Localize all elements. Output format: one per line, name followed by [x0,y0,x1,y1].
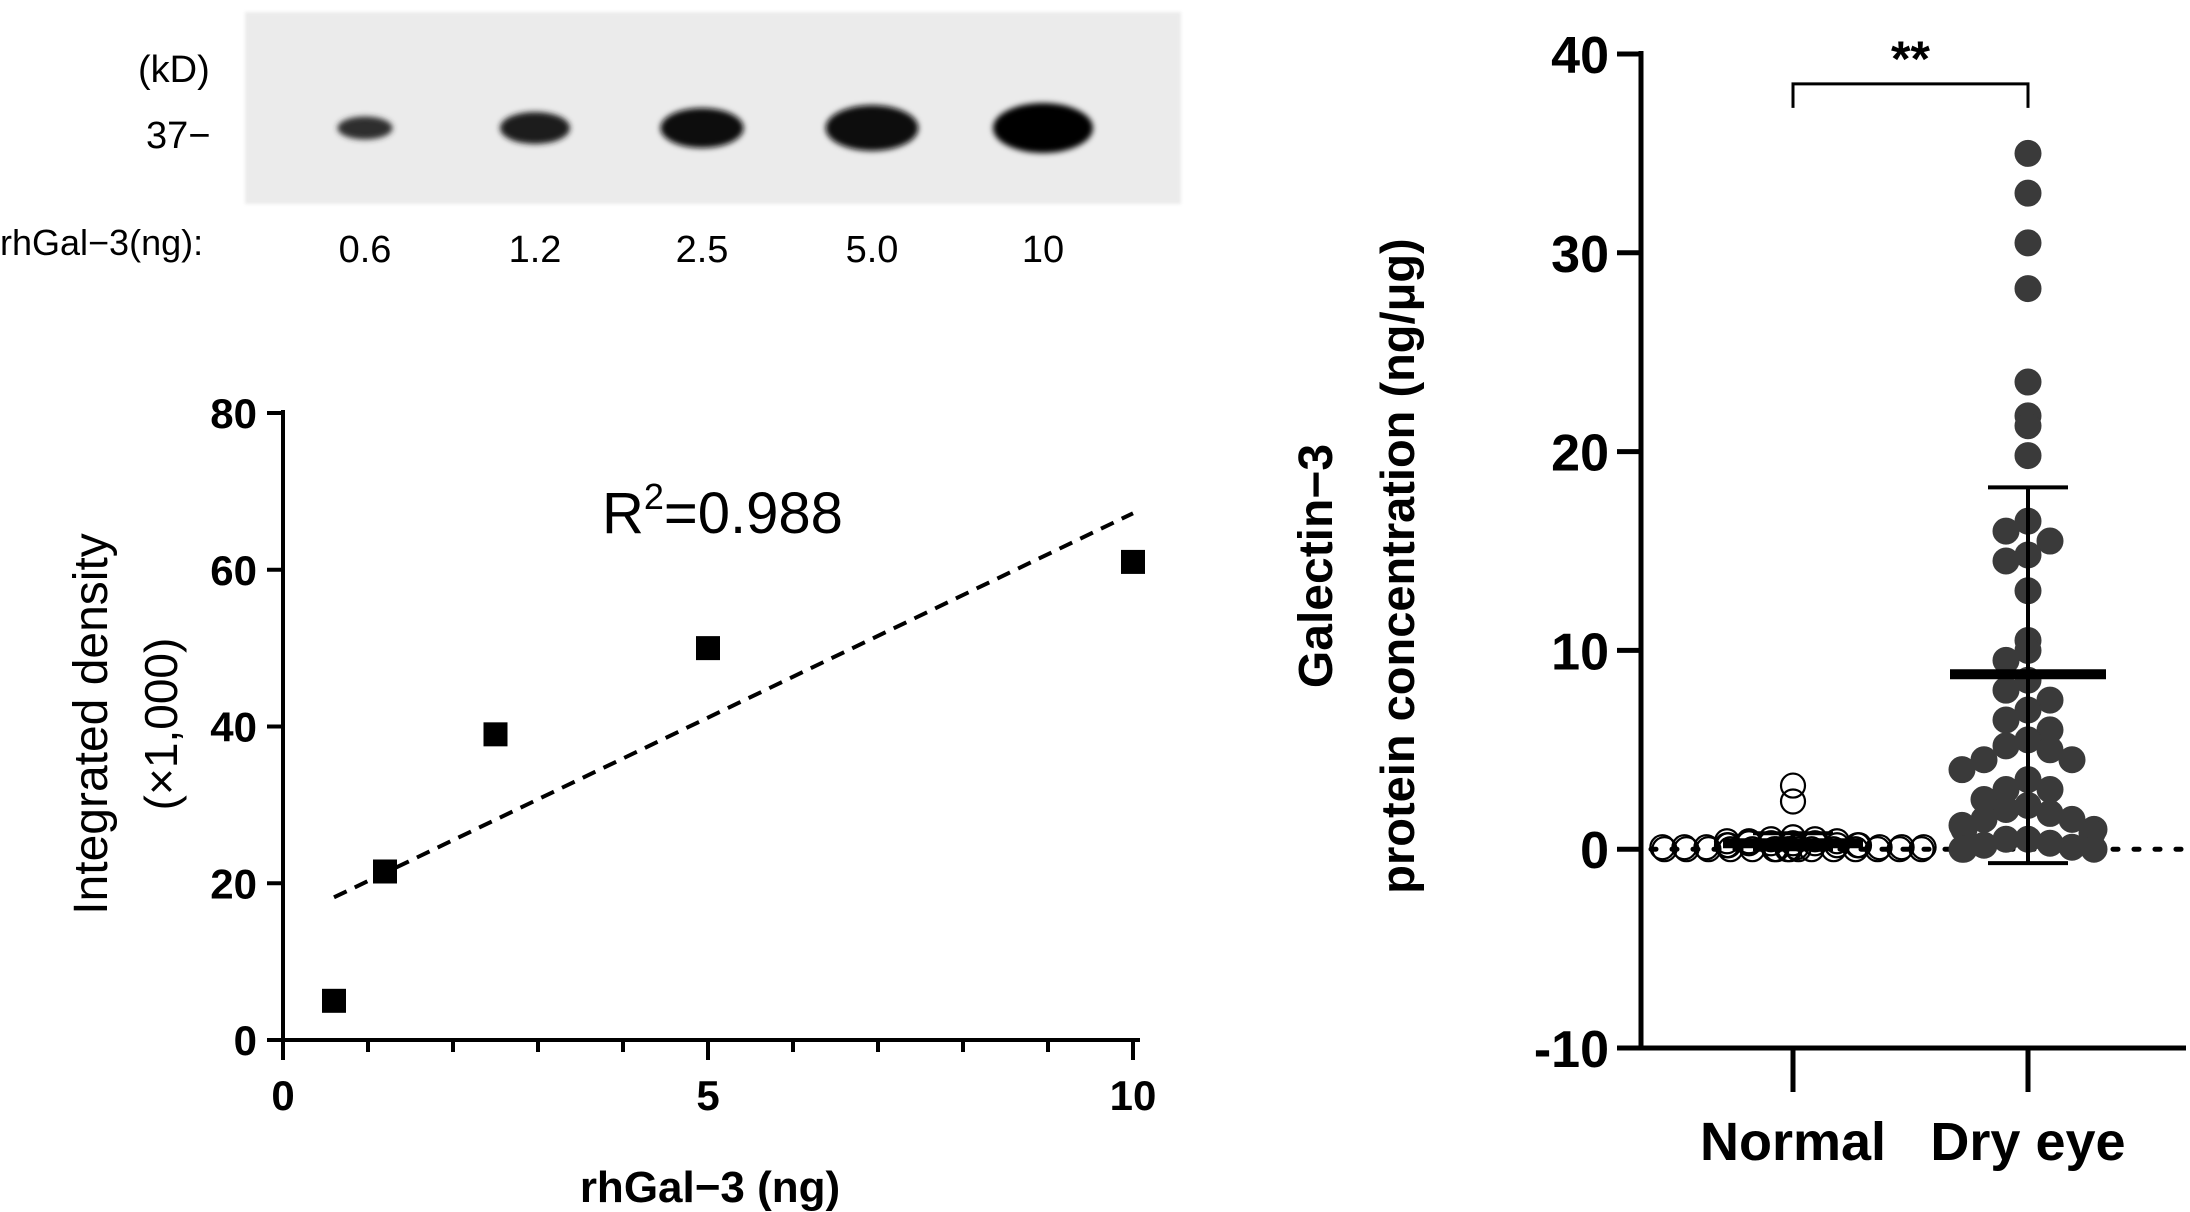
curve-y-tick-label-3: 60 [210,547,257,594]
dry-eye-point-7 [2014,442,2042,470]
group-x-label-1: Dry eye [1930,1112,2125,1172]
group-mean-sd-bars [1723,485,2106,866]
blot-lane-labels: 0.6 1.2 2.5 5.0 10 [339,229,1065,271]
curve-x-label: rhGal−3 (ng) [580,1163,840,1212]
group-y-tick-label-5: 40 [1551,27,1609,85]
curve-x-tick-label-2: 10 [1110,1072,1157,1119]
blot-lane-label-0: 0.6 [339,229,392,271]
blot-lane-label-1: 1.2 [509,229,562,271]
blot-marker-label: 37− [146,115,210,157]
group-y-tick-label-1: 0 [1580,822,1609,880]
blot-band-4 [993,103,1093,153]
dry-eye-point-12 [1992,547,2020,575]
curve-y-label-line2: (×1,000) [135,638,187,811]
curve-point-1 [373,859,397,884]
dry-eye-point-2 [2014,229,2042,257]
curve-y-ticks: 0 20 40 60 80 [210,390,283,1064]
blot-lane-label-3: 5.0 [846,229,899,271]
dry-eye-point-28 [1948,756,1976,784]
dry-eye-point-49 [1950,835,1978,863]
curve-fit-line [333,511,1134,900]
dry-eye-point-0 [2014,139,2042,167]
curve-point-0 [322,988,346,1013]
r2-value: =0.988 [664,481,843,546]
dry-eye-point-9 [1992,517,2020,545]
group-y-tick-label-3: 20 [1551,425,1609,483]
group-x-label-0: Normal [1700,1112,1886,1172]
blot-unit-label: (kD) [138,49,210,91]
dry-eye-point-48 [2080,835,2108,863]
normal-point-32 [1864,836,1891,863]
curve-x-ticks: 0 5 10 [271,1040,1156,1119]
dry-eye-point-21 [1992,706,2020,734]
normal-point-35 [1651,836,1678,863]
group-comparison-chart: -10 0 10 20 30 40 Normal Dry eye ** Galectin−3… [1290,27,2189,1172]
standard-curve-chart: 0 20 40 60 80 0 5 10 R2=0.988 rhGal−3 (ng) Int… [65,390,1156,1212]
curve-point-3 [696,636,720,661]
group-y-tick-label-2: 10 [1551,623,1609,681]
group-x-ticks: Normal Dry eye [1700,1048,2126,1172]
normal-point-34 [1886,836,1913,863]
curve-point-2 [483,722,508,747]
normal-point-1 [1779,788,1807,815]
normal-point-30 [1842,836,1869,863]
curve-y-tick-label-0: 0 [234,1017,257,1064]
group-y-tick-label-4: 30 [1551,226,1609,284]
dry-eye-point-10 [2036,527,2064,555]
dry-eye-point-18 [1992,676,2020,704]
blot-band-2 [660,108,744,148]
dry-eye-point-6 [2014,412,2042,440]
r2-base: R [602,481,644,546]
group-y-label-line2: protein concentration (ng/μg) [1371,238,1424,893]
blot-row-label: rhGal−3(ng): [0,222,203,263]
normal-point-0 [1779,772,1807,799]
significance-bracket [1791,82,2030,108]
normal-point-31 [1695,836,1722,863]
group-y-ticks: -10 0 10 20 30 40 [1534,27,1641,1079]
blot-lane-label-2: 2.5 [676,229,729,271]
curve-y-tick-label-4: 80 [210,390,257,437]
curve-point-4 [1121,549,1145,574]
curve-x-tick-label-0: 0 [271,1072,294,1119]
dry-eye-point-3 [2014,275,2042,303]
blot-band-0 [337,116,393,140]
dry-eye-point-24 [1992,732,2020,760]
group-y-tick-label-0: -10 [1534,1021,1609,1079]
dry-eye-point-27 [2058,746,2086,774]
normal-point-36 [1908,836,1935,863]
dry-eye-point-4 [2014,368,2042,396]
blot-bands [337,103,1093,153]
curve-x-tick-label-1: 5 [696,1072,719,1119]
curve-r2-annotation: R2=0.988 [602,476,843,546]
normal-point-33 [1673,836,1700,863]
dry-eye-point-31 [2036,776,2064,804]
curve-y-label-line1: Integrated density [65,533,118,915]
curve-points [322,549,1145,1013]
curve-y-tick-label-2: 40 [210,704,257,751]
curve-y-tick-label-1: 20 [210,860,257,907]
r2-superscript: 2 [644,476,664,517]
western-blot-panel: (kD) 37− rhGal−3(ng): 0.6 1.2 2.5 5.0 10 [0,12,1181,271]
blot-band-3 [825,105,919,151]
blot-band-1 [500,112,570,144]
blot-lane-label-4: 10 [1022,229,1064,271]
dry-eye-point-1 [2014,179,2042,207]
group-y-label-line1: Galectin−3 [1290,444,1343,688]
significance-stars: ** [1891,31,1930,87]
normal-point-29 [1717,836,1744,863]
